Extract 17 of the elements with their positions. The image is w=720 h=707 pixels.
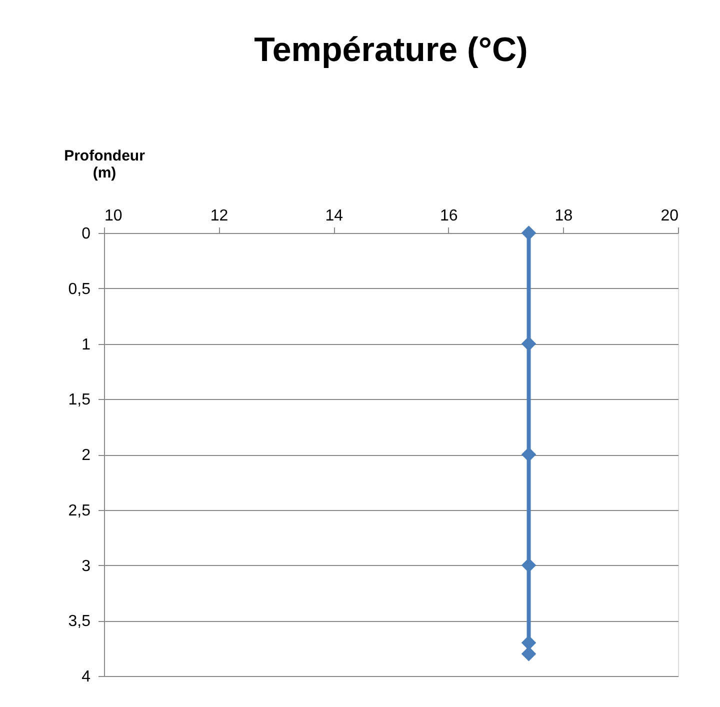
y-tick-label: 0: [82, 226, 91, 242]
y-tick-label: 2,5: [68, 502, 91, 520]
y-tick-label: 3: [82, 558, 91, 575]
x-tick-label: 12: [210, 208, 228, 224]
x-tick-label: 10: [104, 208, 122, 224]
y-tick-label: 3,5: [68, 613, 91, 630]
y-axis-title: Profondeur (m): [64, 148, 146, 182]
chart-title: Température (°C): [254, 31, 528, 69]
y-tick-label: 4: [82, 668, 91, 686]
y-tick-label: 1: [82, 336, 91, 354]
x-tick-label: 14: [325, 208, 344, 224]
x-tick-label: 20: [660, 208, 679, 224]
y-tick-label: 2: [82, 447, 91, 464]
x-tick-label: 18: [554, 208, 573, 224]
y-tick-label: 0,5: [68, 280, 91, 298]
x-tick-label: 16: [440, 208, 458, 224]
y-tick-label: 1,5: [68, 392, 91, 409]
